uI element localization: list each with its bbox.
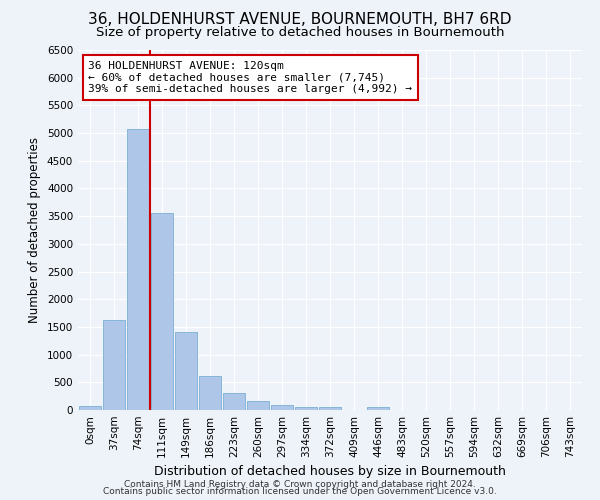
Bar: [367, 406, 389, 410]
Bar: [223, 394, 245, 410]
Bar: [199, 376, 221, 410]
Bar: [247, 402, 269, 410]
Bar: [319, 407, 341, 410]
Text: Contains HM Land Registry data © Crown copyright and database right 2024.: Contains HM Land Registry data © Crown c…: [124, 480, 476, 489]
Bar: [79, 406, 101, 410]
Text: 36, HOLDENHURST AVENUE, BOURNEMOUTH, BH7 6RD: 36, HOLDENHURST AVENUE, BOURNEMOUTH, BH7…: [88, 12, 512, 26]
Bar: [127, 129, 149, 410]
Bar: [295, 407, 317, 410]
Bar: [175, 332, 197, 410]
Text: Size of property relative to detached houses in Bournemouth: Size of property relative to detached ho…: [96, 26, 504, 39]
Bar: [103, 320, 125, 410]
Y-axis label: Number of detached properties: Number of detached properties: [28, 137, 41, 323]
Bar: [271, 405, 293, 410]
Text: 36 HOLDENHURST AVENUE: 120sqm
← 60% of detached houses are smaller (7,745)
39% o: 36 HOLDENHURST AVENUE: 120sqm ← 60% of d…: [88, 61, 412, 94]
Text: Contains public sector information licensed under the Open Government Licence v3: Contains public sector information licen…: [103, 488, 497, 496]
X-axis label: Distribution of detached houses by size in Bournemouth: Distribution of detached houses by size …: [154, 466, 506, 478]
Bar: [151, 213, 173, 410]
